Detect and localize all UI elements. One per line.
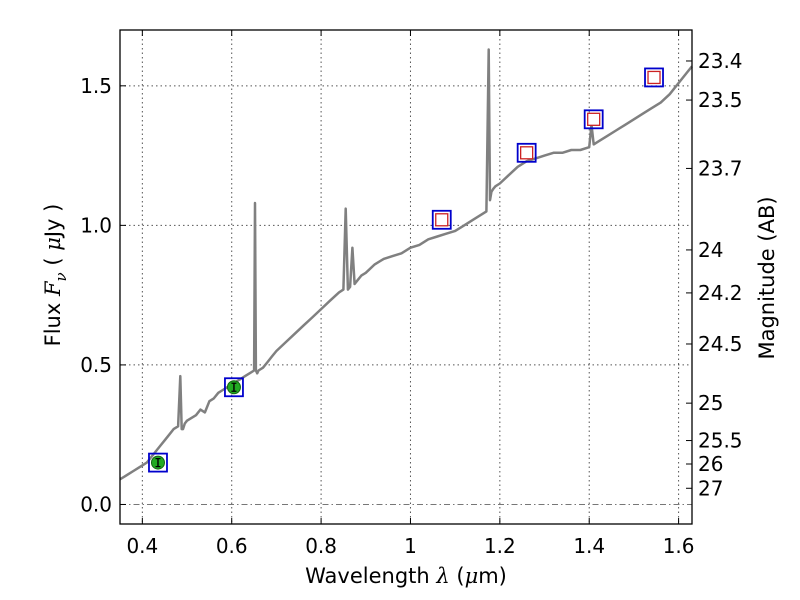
right-tick-label: 23.7: [698, 156, 743, 180]
model-point: [435, 213, 449, 227]
y-axis-label: Flux Fν ( μJy ): [41, 204, 70, 347]
right-tick-label: 23.5: [698, 88, 743, 112]
x-tick-label: 0.8: [305, 534, 337, 558]
y-tick-label: 1.5: [80, 74, 112, 98]
photometry-square: [224, 377, 244, 398]
x-tick-label: 0.6: [216, 534, 248, 558]
x-tick-label: 1.2: [484, 534, 516, 558]
right-tick-label: 24.5: [698, 332, 743, 356]
model-point: [587, 112, 601, 126]
y-tick-label: 0.0: [80, 492, 112, 516]
right-tick-label: 26: [698, 452, 723, 476]
right-tick-label: 24.2: [698, 281, 743, 305]
model-point: [520, 146, 534, 160]
right-tick-label: 27: [698, 476, 723, 500]
spectrum-line: [119, 48, 693, 481]
y-tick-label: 0.5: [80, 353, 112, 377]
x-tick-label: 1.6: [663, 534, 695, 558]
right-tick-label: 25: [698, 391, 723, 415]
photometry-square: [431, 209, 452, 230]
x-tick-label: 0.4: [126, 534, 158, 558]
ticks-layer: 0.4 0.6 0.8 1 1.2 1.4 1.6 0.0 0.5 1.0 1.5 23.4 23.5 2…: [80, 30, 743, 558]
plot-frame: [119, 29, 693, 525]
y-tick-label: 1.0: [80, 213, 112, 237]
model-point: [647, 70, 661, 85]
photometry-square: [644, 67, 664, 88]
right-tick-label: 23.4: [698, 49, 743, 73]
x-axis-label: Wavelength λ (μm): [305, 564, 507, 588]
x-tick-label: 1.4: [573, 534, 605, 558]
right-axis-label: Magnitude (AB): [755, 196, 779, 359]
photometry-square: [516, 142, 537, 163]
markers-layer: [148, 67, 664, 473]
grid-layer: [120, 30, 692, 524]
photometry-square: [583, 109, 604, 130]
right-tick-label: 24: [698, 238, 723, 262]
right-tick-label: 25.5: [698, 429, 743, 453]
x-tick-label: 1: [404, 534, 417, 558]
photometry-square: [148, 452, 168, 473]
